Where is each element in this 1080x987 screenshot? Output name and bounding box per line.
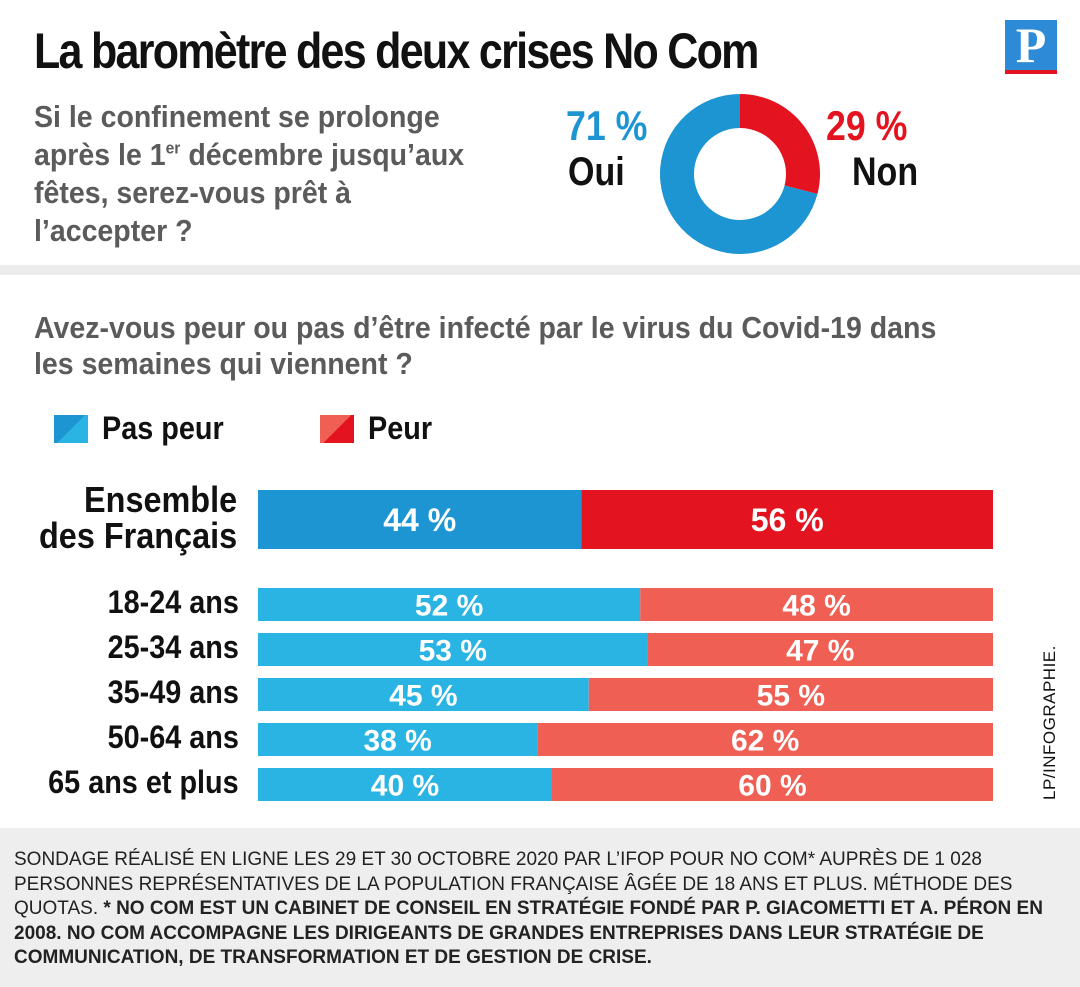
- footer-method: Sondage réalisé en ligne les 29 et 30 oc…: [14, 849, 1013, 919]
- legend-swatch-peur: [320, 414, 354, 443]
- page-title: La baromètre des deux crises No Com: [34, 23, 759, 79]
- bar-peur: [588, 678, 993, 711]
- bar-peur: [552, 768, 993, 801]
- publication-logo: P: [1005, 20, 1057, 74]
- non-percentage: 29 %: [826, 102, 908, 149]
- bar-peur: [640, 588, 993, 621]
- oui-label: Oui: [568, 150, 625, 194]
- bar-label-peur: 56 %: [751, 502, 824, 538]
- category-label: 50-64 ans: [107, 719, 239, 755]
- legend-item-peur: Peur: [320, 410, 439, 447]
- bar-pas-peur: [258, 678, 589, 711]
- section-divider: [0, 265, 1080, 275]
- confinement-donut-chart: [660, 94, 820, 254]
- bar-label-peur: 47 %: [786, 634, 854, 667]
- question-confinement-part1: Si le confinement se prolonge après le 1: [34, 99, 440, 172]
- legend-label-pas-peur: Pas peur: [102, 410, 224, 446]
- question-fear: Avez-vous peur ou pas d’être infecté par…: [34, 310, 937, 381]
- donut-slice-non: [740, 94, 820, 194]
- bar-label-pas-peur: 45 %: [389, 679, 457, 712]
- legend-label-peur: Peur: [368, 410, 433, 446]
- category-label: Ensemble des Français: [38, 479, 237, 556]
- bar-pas-peur: [258, 633, 648, 666]
- bar-pas-peur: [258, 588, 641, 621]
- oui-percentage: 71 %: [566, 102, 648, 149]
- category-label: 18-24 ans: [107, 584, 239, 620]
- bar-peur: [647, 633, 993, 666]
- legend-item-pas-peur: Pas peur: [54, 410, 237, 447]
- bar-label-peur: 55 %: [757, 679, 825, 712]
- bar-label-peur: 62 %: [731, 724, 799, 757]
- bar-peur: [581, 490, 993, 549]
- bar-label-peur: 48 %: [782, 589, 850, 622]
- footer-company-note: * No Com est un cabinet de conseil en st…: [14, 898, 1043, 968]
- question-confinement-part2: décembre jusqu’aux fêtes, serez-vous prê…: [34, 137, 465, 248]
- bar-label-pas-peur: 38 %: [363, 724, 431, 757]
- bar-label-pas-peur: 44 %: [383, 502, 456, 538]
- category-label: 65 ans et plus: [48, 764, 239, 800]
- bar-label-pas-peur: 52 %: [415, 589, 483, 622]
- legend-swatch-pas-peur: [54, 414, 88, 443]
- bar-label-pas-peur: 40 %: [371, 769, 439, 802]
- footer-panel: [0, 828, 1080, 987]
- bar-peur: [537, 723, 993, 756]
- bar-pas-peur: [258, 490, 582, 549]
- donut-slice-oui: [660, 94, 818, 254]
- bar-pas-peur: [258, 723, 538, 756]
- bar-pas-peur: [258, 768, 552, 801]
- bar-label-pas-peur: 53 %: [419, 634, 487, 667]
- category-label: 35-49 ans: [107, 674, 239, 710]
- footer-note: Sondage réalisé en ligne les 29 et 30 oc…: [14, 848, 1074, 971]
- non-label: Non: [852, 150, 919, 194]
- credit-text: LP/INFOGRAPHIE.: [1040, 645, 1059, 800]
- bar-label-peur: 60 %: [738, 769, 806, 802]
- question-confinement-superscript: er: [165, 138, 181, 158]
- category-label: 25-34 ans: [107, 629, 239, 665]
- question-confinement: Si le confinement se prolonge après le 1…: [34, 98, 476, 250]
